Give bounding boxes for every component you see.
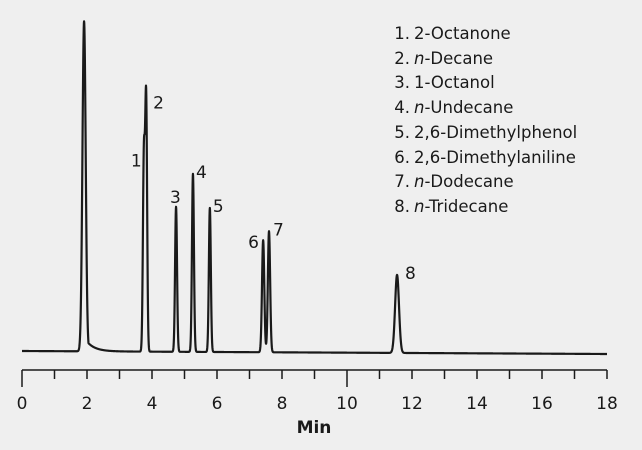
legend-item: 4. n-Undecane [384,96,577,121]
peak-label-1: 1 [131,152,142,172]
peak-labels: 1 2 345 67 8 [131,94,416,284]
legend-item: 7. n-Dodecane [384,170,577,195]
legend-item-name: 2,6-Dimethylphenol [414,121,577,146]
legend-item: 8. n-Tridecane [384,195,577,220]
x-tick-label: 0 [17,394,28,414]
legend-item-text: -Undecane [424,98,514,118]
peak-label-4: 4 [196,163,207,183]
x-tick-label: 8 [277,394,288,414]
peak-label-7: 7 [273,220,284,240]
legend-item-number: 4. [394,98,410,118]
legend-item-prefix: n [414,196,425,216]
legend-item-number: 3. [394,73,410,93]
legend-item-number: 7. [394,172,410,192]
legend-item-text: 2,6-Dimethylphenol [414,122,578,142]
legend-item-prefix: n [414,172,425,192]
legend-item-number: 8. [394,196,410,216]
legend-item-text: -Tridecane [424,196,509,216]
x-tick-label: 12 [401,394,423,414]
peak-label-6: 6 [248,233,259,253]
x-ticks [21,370,608,387]
x-tick-label: 6 [212,394,223,414]
peak-label-3: 3 [170,188,181,208]
legend-item-text: 1-Octanol [414,73,495,93]
x-tick-labels: 0 2 4 6 8 10 12 14 16 18 [17,394,618,414]
legend-item-prefix: n [414,98,425,118]
peak-label-8: 8 [405,264,416,284]
x-tick-label: 4 [147,394,158,414]
legend-item: 6. 2,6-Dimethylaniline [384,146,577,171]
x-tick-label: 18 [596,394,618,414]
legend: 1. 2-Octanone 2. n-Decane 3. 1-Octanol 4. n-Und… [384,22,577,220]
legend-item-text: -Decane [424,48,494,68]
legend-item-name: 2,6-Dimethylaniline [414,146,576,171]
legend-item-name: 2-Octanone [414,22,511,47]
legend-item-prefix: n [414,48,425,68]
legend-item-name: n-Tridecane [414,195,508,220]
peak-label-2: 2 [153,94,164,114]
x-axis: 0 2 4 6 8 10 12 14 16 18 [17,369,618,414]
x-tick-label: 14 [466,394,488,414]
x-tick-label: 16 [531,394,553,414]
legend-item: 3. 1-Octanol [384,71,577,96]
legend-item-text: -Dodecane [424,172,514,192]
legend-item-text: 2-Octanone [414,24,511,43]
x-axis-title: Min [297,418,332,438]
x-tick-label: 10 [336,394,358,414]
legend-item-name: n-Dodecane [414,170,514,195]
legend-item-name: 1-Octanol [414,71,495,96]
legend-item-name: n-Decane [414,47,493,72]
x-tick-label: 2 [82,394,93,414]
legend-item-number: 2. [394,48,410,68]
legend-item-number: 6. [394,147,410,167]
chromatogram-trace [21,20,608,356]
legend-item-name: n-Undecane [414,96,513,121]
legend-item-number: 1. [394,24,410,43]
peak-label-5: 5 [213,197,224,217]
legend-item-number: 5. [394,122,410,142]
legend-item-text: 2,6-Dimethylaniline [414,147,576,167]
legend-item: 2. n-Decane [384,47,577,72]
legend-item: 5. 2,6-Dimethylphenol [384,121,577,146]
legend-item: 1. 2-Octanone [384,22,577,47]
